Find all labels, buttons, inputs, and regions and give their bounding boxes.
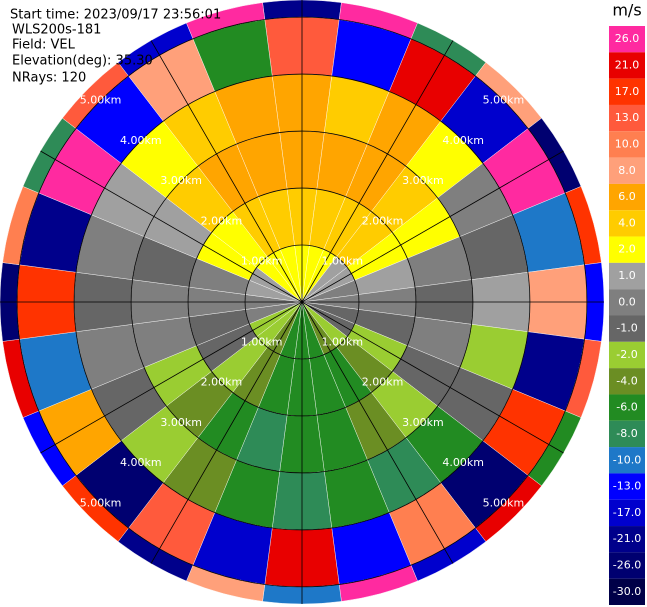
colorbar-cell [609,236,645,263]
ring-label: 4.00km [120,134,162,147]
colorbar-label: -8.0 [616,427,637,440]
colorbar: m/s 26.0 21.0 17.0 13.0 10.0 8.0 6.0 4.0 2.0 1.0 0… [609,1,645,605]
ring-label: 2.00km [201,376,243,389]
colorbar-label: -21.0 [613,532,641,545]
ring-label: 1.00km [322,335,364,348]
ring-label: 2.00km [362,376,404,389]
ring-label: 3.00km [160,416,202,429]
header-line: NRays: 120 [12,71,86,86]
header-line: Start time: 2023/09/17 23:56:01 [10,8,221,23]
range-ring [187,187,417,417]
header-line: WLS200s-181 [12,23,101,38]
colorbar-cell [609,394,645,421]
azimuth-line [301,301,564,454]
header-line: Field: VEL [12,38,76,53]
colorbar-label: 1.0 [618,269,636,282]
colorbar-cell [609,578,645,605]
azimuth-line [301,301,454,564]
colorbar-label: -13.0 [613,480,641,493]
range-ring [244,244,360,360]
range-ring [73,73,531,531]
ring-label: 5.00km [483,94,525,107]
colorbar-cell [609,104,645,132]
colorbar-cell [609,183,645,211]
colorbar-cell [609,420,645,448]
colorbar-label: 2.0 [618,243,636,256]
colorbar-label: -1.0 [616,322,637,335]
colorbar-label: -26.0 [613,559,641,572]
colorbar-cell [609,315,645,342]
ring-label: 2.00km [362,214,404,227]
colorbar-label: -10.0 [613,453,641,466]
colorbar-cell [609,341,645,369]
colorbar-label: -17.0 [613,506,641,519]
ring-label: 1.00km [241,335,283,348]
azimuth-line [150,301,303,564]
colorbar-label: 13.0 [615,111,640,124]
colorbar-cell [609,52,645,79]
colorbar-label: 6.0 [618,190,636,203]
ring-label: 2.00km [201,214,243,227]
ring-label: 3.00km [402,174,444,187]
colorbar-cell [609,447,645,474]
colorbar-cell [609,26,645,53]
azimuth-line [40,150,303,303]
colorbar-label: 10.0 [615,137,640,150]
azimuth-line [301,40,454,303]
ring-label: 5.00km [483,496,525,509]
header-line: Elevation(deg): 35.30 [12,54,153,69]
ring-labels: 1.00km 1.00km 1.00km 1.00km 2.00km 2.00km 2.00… [80,94,524,510]
colorbar-cell [609,210,645,237]
colorbar-cell [609,499,645,527]
azimuth-line [301,150,564,303]
colorbar-label: -4.0 [616,374,637,387]
colorbar-label: 0.0 [618,295,636,308]
ring-label: 4.00km [120,456,162,469]
colorbar-label: -30.0 [613,585,641,598]
range-ring [16,16,588,588]
colorbar-title: m/s [612,1,641,20]
range-ring [130,130,474,474]
colorbar-label: -2.0 [616,348,637,361]
colorbar-cell [609,131,645,158]
azimuth-line [150,40,303,303]
polar-grid [0,0,604,604]
colorbar-cell [609,526,645,553]
ring-label: 4.00km [442,456,484,469]
ring-label: 5.00km [80,496,122,509]
ring-label: 5.00km [80,94,122,107]
ring-label: 3.00km [160,174,202,187]
ring-label: 4.00km [442,134,484,147]
colorbar-label: 8.0 [618,164,636,177]
colorbar-label: 21.0 [615,58,640,71]
colorbar-cell [609,552,645,579]
colorbar-label: 4.0 [618,216,636,229]
colorbar-label: 17.0 [615,85,640,98]
colorbar-cell [609,368,645,395]
header: Start time: 2023/09/17 23:56:01 WLS200s-… [10,8,221,86]
ring-label: 3.00km [402,416,444,429]
colorbar-label: -6.0 [616,401,637,414]
colorbar-cell [609,157,645,184]
colorbar-label: 26.0 [615,32,640,45]
colorbar-cell [609,78,645,105]
colorbar-cell [609,289,645,316]
ring-label: 1.00km [241,255,283,268]
colorbar-cell [609,262,645,290]
colorbar-cell [609,473,645,500]
ring-label: 1.00km [322,255,364,268]
azimuth-line [40,301,303,454]
